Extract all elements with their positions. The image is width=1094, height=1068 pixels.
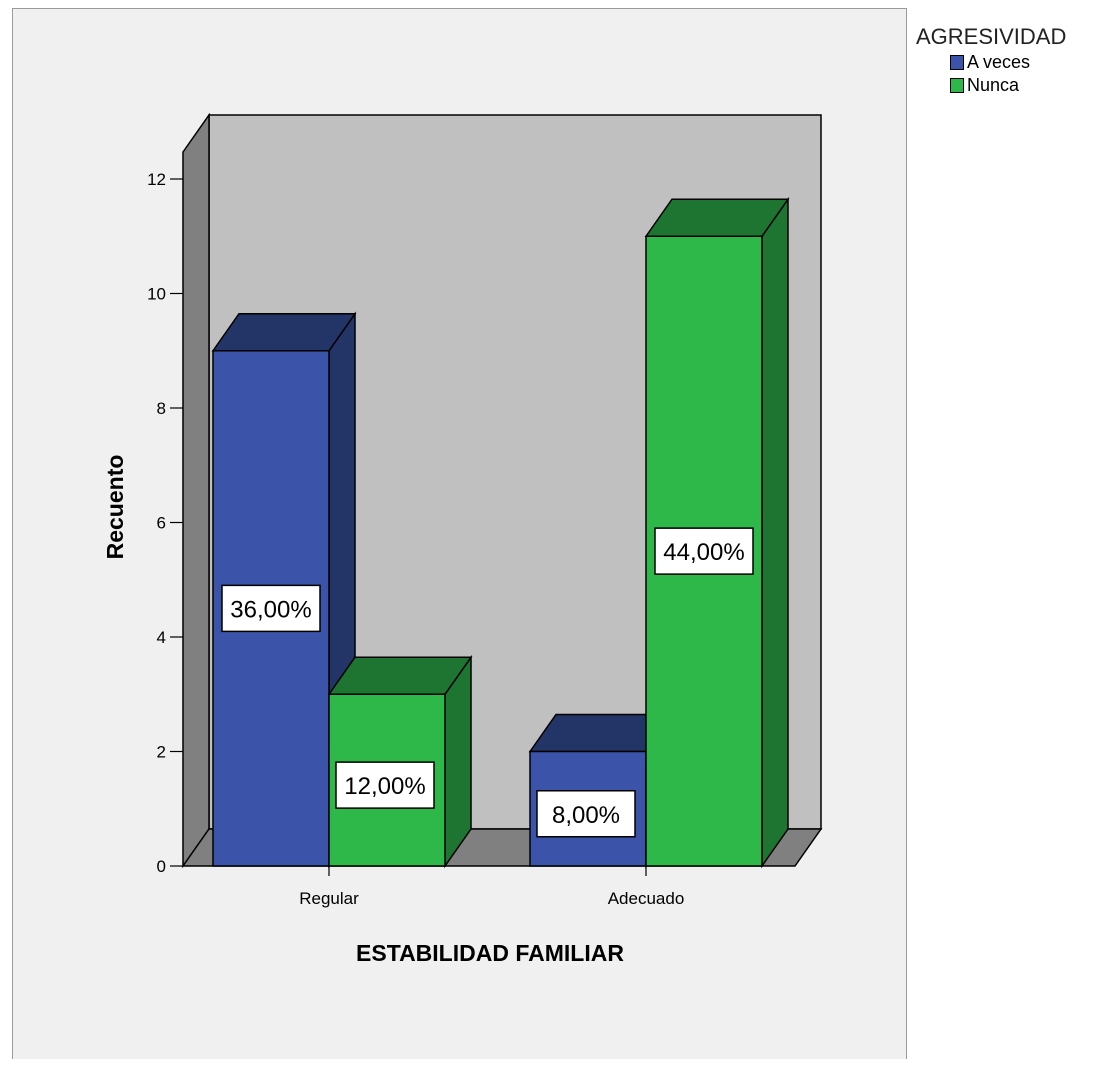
y-tick-label: 8 (157, 399, 166, 418)
x-axis-ticks: Regular Adecuado (299, 866, 684, 908)
left-wall (182, 112, 210, 869)
data-label-bg (221, 584, 321, 633)
y-tick-label: 0 (157, 857, 166, 876)
legend-swatch (950, 78, 964, 93)
legend-label: A veces (967, 52, 1031, 72)
data-label-box: 8,00% (536, 790, 636, 838)
x-tick-label: Regular (299, 889, 359, 908)
data-label: 12,00% (344, 773, 425, 800)
data-label-box: 36,00% (221, 584, 321, 633)
legend-item: Nunca (916, 75, 1066, 96)
data-label-bg (536, 790, 636, 838)
data-label-bg (654, 527, 754, 575)
y-axis: 0 2 4 6 8 10 12 (147, 170, 183, 876)
bar-top (211, 313, 357, 352)
legend-items: A veces Nunca (916, 52, 1066, 96)
bar-top (327, 656, 473, 695)
data-label: 44,00% (663, 539, 744, 566)
data-label: 36,00% (230, 596, 311, 623)
legend-title: AGRESIVIDAD (916, 24, 1067, 49)
x-tick-label: Adecuado (608, 889, 685, 908)
y-tick-label: 4 (157, 628, 166, 647)
y-axis-title: Recuento (102, 455, 128, 560)
data-labels: 36,00% 12,00% 8,00% 44,00% (221, 527, 754, 838)
y-tick-label: 6 (157, 514, 166, 533)
y-tick-label: 2 (157, 743, 166, 762)
legend: AGRESIVIDAD A veces Nunca (916, 24, 1066, 96)
data-label: 8,00% (552, 802, 620, 829)
bar-top (644, 198, 790, 237)
legend-label: Nunca (967, 75, 1020, 95)
legend-swatch (950, 55, 964, 70)
x-axis-title: ESTABILIDAD FAMILIAR (356, 940, 624, 966)
data-label-bg (335, 761, 435, 809)
y-tick-label: 12 (147, 170, 166, 189)
data-label-box: 44,00% (654, 527, 754, 575)
legend-item: A veces (916, 52, 1066, 73)
y-tick-label: 10 (147, 285, 166, 304)
bar-side (761, 196, 789, 869)
data-label-box: 12,00% (335, 761, 435, 809)
